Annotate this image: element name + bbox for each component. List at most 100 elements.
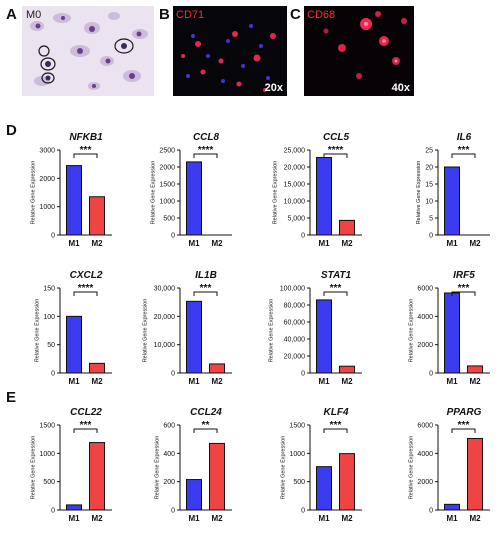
chart-title-stat1: STAT1 xyxy=(321,270,352,281)
x-tick-label-ccl24-m2: M2 xyxy=(211,514,223,523)
bar-cxcl2-m1 xyxy=(66,315,82,374)
y-tick-label-pparg: 4000 xyxy=(417,451,433,458)
y-axis-label-pparg: Relative Gene Expression xyxy=(408,436,414,500)
y-tick-label-il6: 15 xyxy=(425,182,433,189)
y-tick-label-ccl22: 500 xyxy=(43,479,55,486)
bar-ccl5-m2 xyxy=(339,219,355,236)
bar-stat1-m1 xyxy=(316,299,332,374)
x-tick-label-ccl8-m2: M2 xyxy=(211,239,223,248)
micrograph-cd71-label: CD71 xyxy=(176,9,205,21)
bar-ccl5-m1 xyxy=(316,156,332,236)
panel-letter-d: D xyxy=(6,122,17,139)
y-tick-label-irf5: 0 xyxy=(429,371,433,378)
y-tick-label-il1b: 20,000 xyxy=(154,314,176,321)
micrograph-cd68-label: CD68 xyxy=(307,9,336,21)
x-tick-label-ccl8-m1: M1 xyxy=(188,239,200,248)
y-tick-label-pparg: 6000 xyxy=(417,423,433,430)
significance-bracket-cxcl2 xyxy=(73,291,98,296)
bar-pparg-m1 xyxy=(444,503,460,511)
x-tick-label-stat1-m2: M2 xyxy=(341,377,353,386)
bar-irf5-m1 xyxy=(444,292,460,374)
chart-title-ccl24: CCL24 xyxy=(190,407,222,418)
significance-marker-stat1: *** xyxy=(330,283,342,294)
y-axis-label-ccl5: Relative Gene Expression xyxy=(273,161,279,225)
chart-title-ccl8: CCL8 xyxy=(193,132,220,143)
y-tick-label-ccl5: 0 xyxy=(301,233,305,240)
x-tick-label-irf5-m1: M1 xyxy=(446,377,458,386)
chart-title-cxcl2: CXCL2 xyxy=(70,270,103,281)
y-tick-label-ccl8: 2500 xyxy=(159,148,175,155)
bar-il1b-m2 xyxy=(209,363,225,374)
y-tick-label-ccl5: 15,000 xyxy=(284,182,306,189)
y-tick-label-stat1: 100,000 xyxy=(280,286,305,293)
y-tick-label-ccl24: 0 xyxy=(171,508,175,515)
y-axis-label-nfkb1: Relative Gene Expression xyxy=(30,161,36,225)
y-tick-label-stat1: 40,000 xyxy=(284,337,306,344)
chart-title-irf5: IRF5 xyxy=(453,270,475,281)
panel-letter-c: C xyxy=(290,6,301,23)
y-tick-label-stat1: 0 xyxy=(301,371,305,378)
y-tick-label-il1b: 30,000 xyxy=(154,286,176,293)
y-tick-label-nfkb1: 2000 xyxy=(39,176,55,183)
bar-nfkb1-m1 xyxy=(66,165,82,236)
y-tick-label-ccl5: 10,000 xyxy=(284,199,306,206)
x-tick-label-ccl22-m2: M2 xyxy=(91,514,103,523)
x-tick-label-nfkb1-m1: M1 xyxy=(68,239,80,248)
significance-marker-nfkb1: *** xyxy=(80,145,92,156)
y-tick-label-ccl24: 600 xyxy=(163,423,175,430)
x-tick-label-cxcl2-m1: M1 xyxy=(68,377,80,386)
y-tick-label-pparg: 0 xyxy=(429,508,433,515)
chart-title-pparg: PPARG xyxy=(447,407,482,418)
y-tick-label-ccl22: 1500 xyxy=(39,423,55,430)
y-tick-label-il1b: 0 xyxy=(171,371,175,378)
significance-bracket-ccl8 xyxy=(193,153,218,158)
micrograph-cd68-image xyxy=(304,6,414,96)
y-tick-label-pparg: 2000 xyxy=(417,479,433,486)
micrograph-m0-image xyxy=(22,6,154,96)
significance-marker-ccl5: **** xyxy=(328,145,344,156)
bar-nfkb1-m2 xyxy=(89,196,105,236)
significance-marker-il6: *** xyxy=(458,145,470,156)
y-tick-label-cxcl2: 150 xyxy=(43,286,55,293)
significance-bracket-irf5 xyxy=(451,291,476,296)
bar-il6-m1 xyxy=(444,166,460,236)
significance-marker-cxcl2: **** xyxy=(78,283,94,294)
significance-bracket-stat1 xyxy=(323,291,348,296)
y-tick-label-klf4: 1500 xyxy=(289,423,305,430)
bar-ccl8-m1 xyxy=(186,161,202,236)
micrograph-m0-label: M0 xyxy=(26,9,42,21)
bar-ccl22-m1 xyxy=(66,504,82,511)
significance-bracket-ccl22 xyxy=(73,428,98,433)
y-tick-label-ccl22: 1000 xyxy=(39,451,55,458)
bar-pparg-m2 xyxy=(467,437,483,511)
bar-klf4-m1 xyxy=(316,466,332,511)
x-tick-label-il6-m2: M2 xyxy=(469,239,481,248)
y-tick-label-il6: 20 xyxy=(425,165,433,172)
y-tick-label-ccl8: 1000 xyxy=(159,199,175,206)
y-tick-label-ccl8: 1500 xyxy=(159,182,175,189)
significance-bracket-il6 xyxy=(451,153,476,158)
y-tick-label-ccl8: 2000 xyxy=(159,165,175,172)
significance-bracket-ccl5 xyxy=(323,153,348,158)
y-tick-label-il1b: 10,000 xyxy=(154,342,176,349)
chart-title-ccl5: CCL5 xyxy=(323,132,350,143)
y-axis-label-ccl22: Relative Gene Expression xyxy=(30,436,36,500)
y-tick-label-ccl24: 200 xyxy=(163,479,175,486)
chart-title-nfkb1: NFKB1 xyxy=(69,132,103,143)
bar-ccl22-m2 xyxy=(89,442,105,511)
panel-letter-e: E xyxy=(6,389,17,406)
y-tick-label-klf4: 500 xyxy=(293,479,305,486)
significance-marker-klf4: *** xyxy=(330,420,342,431)
x-tick-label-klf4-m2: M2 xyxy=(341,514,353,523)
bar-cxcl2-m2 xyxy=(89,362,105,374)
bar-irf5-m2 xyxy=(467,365,483,374)
y-tick-label-il6: 0 xyxy=(429,233,433,240)
y-tick-label-ccl8: 0 xyxy=(171,233,175,240)
bar-stat1-m2 xyxy=(339,365,355,374)
x-tick-label-pparg-m1: M1 xyxy=(446,514,458,523)
micrograph-cd71: CD71 20x xyxy=(173,6,287,96)
bar-ccl24-m2 xyxy=(209,442,225,511)
x-tick-label-il1b-m2: M2 xyxy=(211,377,223,386)
micrograph-cd71-magnification: 20x xyxy=(264,82,283,94)
